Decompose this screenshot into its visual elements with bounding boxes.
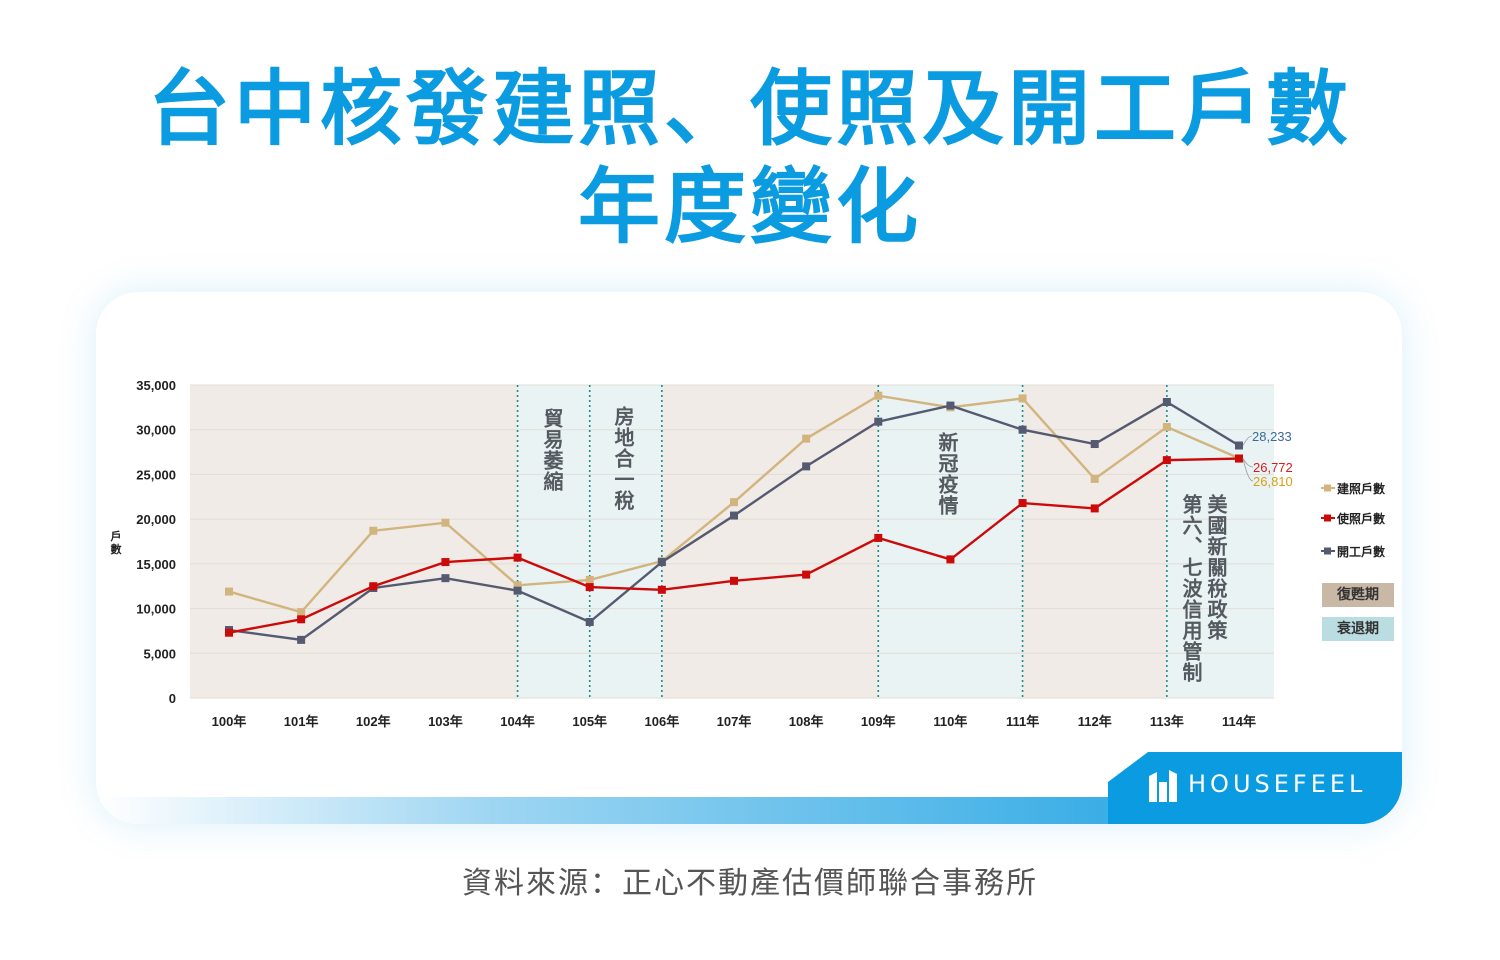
x-tick-label: 106年 <box>645 714 680 729</box>
data-point <box>1162 456 1171 465</box>
brand-name: HOUSEFEEL <box>1188 770 1367 798</box>
housefeel-logo-icon <box>1149 770 1177 802</box>
data-point <box>1090 474 1099 483</box>
data-point <box>585 575 594 584</box>
data-point <box>802 570 811 579</box>
data-point <box>1090 440 1099 449</box>
y-tick-label: 0 <box>169 691 176 706</box>
legend-marker <box>1324 484 1331 492</box>
leader-line <box>1242 458 1254 468</box>
data-point <box>802 434 811 443</box>
data-point <box>874 533 883 542</box>
event-label-tax: 房地合一稅 <box>611 406 635 511</box>
x-tick-label: 109年 <box>861 714 896 729</box>
data-point <box>369 526 378 535</box>
y-tick-label: 20,000 <box>136 512 176 527</box>
y-axis-label: 戶數 <box>111 529 122 556</box>
event-label-tariff: 美國新關稅政策 <box>1204 494 1228 641</box>
x-tick-label: 104年 <box>500 714 535 729</box>
x-tick-label: 110年 <box>933 714 967 729</box>
y-tick-label: 35,000 <box>136 378 176 393</box>
x-tick-label: 100年 <box>212 714 247 729</box>
data-point <box>513 553 522 562</box>
x-tick-label: 105年 <box>572 714 607 729</box>
event-label-trade: 貿易萎縮 <box>540 408 564 492</box>
data-point <box>369 582 378 591</box>
legend-marker <box>1324 547 1331 555</box>
x-tick-label: 102年 <box>356 714 391 729</box>
data-point <box>585 583 594 592</box>
x-tick-label: 111年 <box>1006 714 1039 729</box>
data-point <box>946 401 955 410</box>
data-point <box>657 585 666 594</box>
legend-revival: 復甦期 <box>1322 583 1394 607</box>
source-note: 資料來源：正心不動產估價師聯合事務所 <box>462 866 1038 901</box>
page-title-line1: 台中核發建照、使照及開工戶數 <box>147 62 1352 157</box>
data-point <box>441 518 450 527</box>
data-point <box>513 581 522 590</box>
x-tick-label: 101年 <box>284 714 319 729</box>
data-point <box>441 558 450 567</box>
phase-band-recession <box>1166 385 1274 698</box>
legend-marker <box>1324 514 1331 522</box>
data-point <box>1090 504 1099 513</box>
data-point <box>1162 397 1171 406</box>
data-point <box>730 498 738 507</box>
y-tick-label: 15,000 <box>136 557 176 572</box>
leader-line <box>1242 458 1254 482</box>
y-tick-label: 5,000 <box>143 646 176 661</box>
legend-label: 建照戶數 <box>1336 481 1385 496</box>
event-label-credit-control: 第六、七波信用管制 <box>1179 494 1203 683</box>
x-tick-label: 113年 <box>1150 714 1184 729</box>
data-point <box>1018 499 1027 508</box>
legend-label: 開工戶數 <box>1337 544 1385 559</box>
data-point <box>1235 454 1243 463</box>
data-point <box>297 615 306 624</box>
x-tick-label: 114年 <box>1222 714 1256 729</box>
y-tick-label: 30,000 <box>136 423 176 438</box>
x-tick-label: 112年 <box>1078 714 1112 729</box>
end-value-label: 28,233 <box>1252 429 1292 444</box>
data-point <box>1018 394 1027 403</box>
data-point <box>441 574 450 583</box>
data-point <box>730 511 738 520</box>
data-point <box>946 555 955 564</box>
legend-recession: 衰退期 <box>1322 617 1394 641</box>
data-point <box>1162 423 1171 432</box>
data-point <box>297 608 306 617</box>
data-point <box>225 628 233 637</box>
phase-band-revival <box>190 385 518 698</box>
page-title-line2: 年度變化 <box>577 160 922 255</box>
data-point <box>1018 425 1027 434</box>
data-point <box>874 391 883 400</box>
data-point <box>585 617 594 626</box>
end-value-label: 26,772 <box>1253 460 1293 475</box>
data-point <box>513 586 522 595</box>
x-tick-label: 107年 <box>717 714 752 729</box>
data-point <box>297 635 306 644</box>
data-point <box>730 576 738 585</box>
end-value-label: 26,810 <box>1253 474 1293 489</box>
phase-band-revival <box>661 385 879 698</box>
event-label-covid: 新冠疫情 <box>935 432 959 516</box>
x-tick-label: 103年 <box>428 714 463 729</box>
phase-band-revival <box>1022 385 1167 698</box>
leader-line <box>1242 435 1253 446</box>
y-tick-label: 10,000 <box>136 602 176 617</box>
y-tick-label: 25,000 <box>136 467 176 482</box>
legend-label: 使照戶數 <box>1336 511 1385 526</box>
data-point <box>874 417 883 426</box>
phase-band-recession <box>878 385 1023 698</box>
x-tick-label: 108年 <box>789 714 824 729</box>
data-point <box>802 462 811 471</box>
data-point <box>1235 441 1243 450</box>
data-point <box>225 587 233 596</box>
data-point <box>657 558 666 567</box>
